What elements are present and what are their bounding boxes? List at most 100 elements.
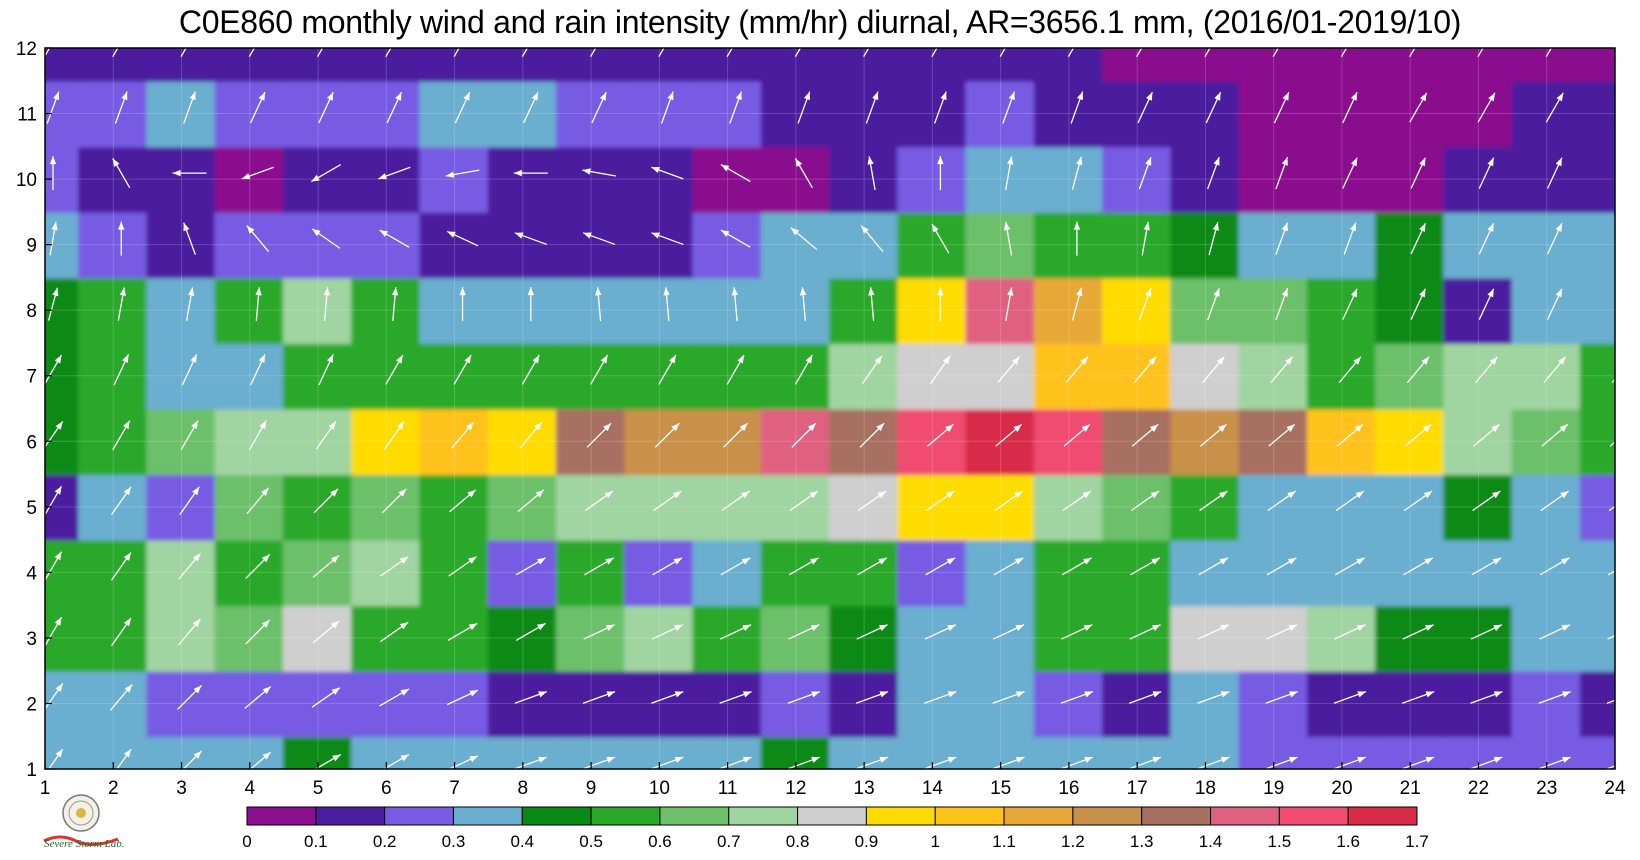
- wind-arrow: [926, 423, 954, 447]
- rain-cell: [1033, 604, 1105, 672]
- colorbar-swatch: [934, 806, 1005, 826]
- rain-cell: [146, 210, 217, 279]
- wind-arrow: [1275, 287, 1289, 321]
- colorbar-swatch: [521, 806, 592, 826]
- wind-arrow: [993, 557, 1024, 576]
- x-tick-label: 22: [1468, 778, 1489, 799]
- rain-intensity-field: [45, 48, 1615, 769]
- rain-cell: [487, 145, 558, 213]
- wind-arrow: [861, 355, 883, 385]
- wind-arrow: [1003, 221, 1013, 256]
- rain-cell: [214, 341, 285, 410]
- rain-cell: [1102, 48, 1173, 82]
- wind-arrow: [719, 624, 752, 640]
- rain-cell: [78, 407, 149, 476]
- wind-arrow: [586, 422, 612, 448]
- wind-arrow: [47, 287, 59, 321]
- wind-arrow: [1477, 48, 1484, 58]
- rain-cell: [1579, 276, 1615, 344]
- x-tick-label: 13: [854, 778, 875, 799]
- rain-cell: [78, 145, 149, 213]
- rain-cell: [1033, 48, 1105, 82]
- rain-cell: [1306, 341, 1378, 410]
- rain-cell: [1033, 669, 1105, 738]
- rain-cell: [760, 276, 831, 344]
- wind-arrow: [515, 557, 546, 576]
- wind-arrow: [992, 691, 1025, 704]
- wind-arrow: [787, 691, 821, 704]
- rain-cell: [897, 145, 968, 213]
- rain-cell: [487, 669, 558, 738]
- rain-cell: [624, 276, 695, 344]
- y-tick-label: 4: [26, 563, 37, 584]
- wind-arrow: [994, 490, 1023, 512]
- rain-cell: [1579, 145, 1615, 213]
- colorbar-label: 0.1: [304, 832, 328, 851]
- wind-arrow: [313, 488, 339, 514]
- rain-cell: [146, 48, 217, 82]
- x-tick-label: 3: [176, 778, 187, 799]
- wind-arrow: [789, 490, 819, 512]
- colorbar-swatch: [384, 806, 454, 826]
- rain-cell: [1238, 48, 1309, 82]
- rain-cell: [692, 145, 763, 213]
- wind-arrow: [113, 354, 130, 386]
- rain-cell: [1511, 604, 1582, 672]
- rain-cell: [45, 735, 81, 769]
- rain-cell: [829, 145, 900, 213]
- wind-arrow: [379, 229, 410, 248]
- wind-arrow: [1616, 223, 1630, 254]
- x-tick-label: 7: [449, 778, 460, 799]
- wind-arrow: [1606, 699, 1615, 704]
- wind-arrow: [246, 225, 270, 253]
- rain-cell: [760, 538, 831, 607]
- wind-arrow: [386, 91, 403, 124]
- wind-arrow: [1478, 157, 1495, 189]
- rain-cell: [1238, 145, 1309, 213]
- wind-arrow: [1404, 423, 1432, 447]
- wind-arrow: [514, 232, 548, 246]
- rain-cell: [555, 276, 627, 344]
- wind-arrow: [1131, 423, 1159, 447]
- wind-arrow: [924, 624, 957, 640]
- rain-cell: [692, 48, 763, 82]
- colorbar-swatch: [1072, 806, 1143, 826]
- rain-cell: [45, 48, 81, 82]
- rain-cell: [78, 604, 149, 672]
- wind-arrow: [652, 557, 683, 576]
- wind-arrow: [1333, 691, 1367, 704]
- rain-cell: [351, 407, 422, 476]
- wind-arrow: [1539, 557, 1570, 576]
- wind-arrow: [241, 166, 274, 180]
- rain-cell: [487, 48, 558, 82]
- rain-cell: [419, 604, 490, 672]
- wind-arrow: [517, 489, 545, 513]
- wind-arrow: [1546, 222, 1563, 255]
- wind-arrow: [794, 48, 802, 58]
- wind-arrow: [658, 354, 677, 385]
- wind-arrow: [451, 421, 474, 449]
- wind-arrow: [863, 48, 870, 58]
- rain-cell: [1375, 276, 1446, 344]
- rain-cell: [760, 79, 831, 148]
- wind-arrow: [1199, 490, 1228, 512]
- rain-cell: [1102, 538, 1173, 607]
- wind-arrow: [311, 228, 341, 249]
- wind-arrow: [582, 168, 616, 177]
- wind-arrow: [1546, 157, 1563, 189]
- wind-arrow: [937, 287, 944, 322]
- wind-arrow: [1002, 91, 1016, 124]
- wind-arrow: [860, 225, 884, 253]
- rain-cell: [1102, 145, 1173, 213]
- wind-arrow: [182, 750, 203, 769]
- rain-cell: [282, 48, 354, 82]
- rain-cell: [965, 79, 1036, 148]
- wind-arrow: [380, 621, 409, 643]
- colorbar-label: 1: [931, 832, 940, 851]
- rain-cell: [624, 538, 695, 607]
- wind-arrow: [726, 354, 745, 385]
- wind-arrow: [1141, 221, 1150, 256]
- wind-arrow: [445, 169, 480, 178]
- wind-arrow: [248, 48, 256, 58]
- colorbar-label: 1.7: [1405, 832, 1429, 851]
